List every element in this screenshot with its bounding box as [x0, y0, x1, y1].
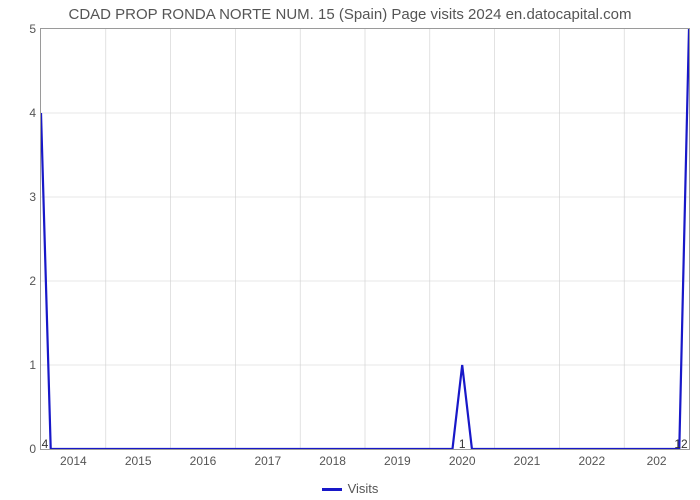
y-tick-label: 3: [29, 190, 36, 204]
data-point-label: 12: [674, 437, 687, 451]
plot-area: [40, 28, 690, 450]
chart-svg: [41, 29, 689, 449]
chart-container: CDAD PROP RONDA NORTE NUM. 15 (Spain) Pa…: [0, 0, 700, 500]
legend: Visits: [0, 481, 700, 496]
x-tick-label: 2020: [449, 454, 476, 468]
x-tick-label: 2018: [319, 454, 346, 468]
x-tick-label: 2015: [125, 454, 152, 468]
x-tick-label: 2016: [190, 454, 217, 468]
x-tick-label: 2022: [578, 454, 605, 468]
data-point-label: 4: [42, 437, 49, 451]
y-tick-label: 4: [29, 106, 36, 120]
y-tick-label: 0: [29, 442, 36, 456]
y-tick-label: 1: [29, 358, 36, 372]
x-tick-label: 202: [647, 454, 667, 468]
x-tick-label: 2017: [254, 454, 281, 468]
data-point-label: 1: [459, 437, 466, 451]
y-tick-label: 5: [29, 22, 36, 36]
y-tick-label: 2: [29, 274, 36, 288]
x-tick-label: 2019: [384, 454, 411, 468]
chart-title: CDAD PROP RONDA NORTE NUM. 15 (Spain) Pa…: [0, 6, 700, 23]
legend-swatch: [322, 488, 342, 491]
x-tick-label: 2014: [60, 454, 87, 468]
legend-label: Visits: [348, 481, 379, 496]
x-tick-label: 2021: [514, 454, 541, 468]
